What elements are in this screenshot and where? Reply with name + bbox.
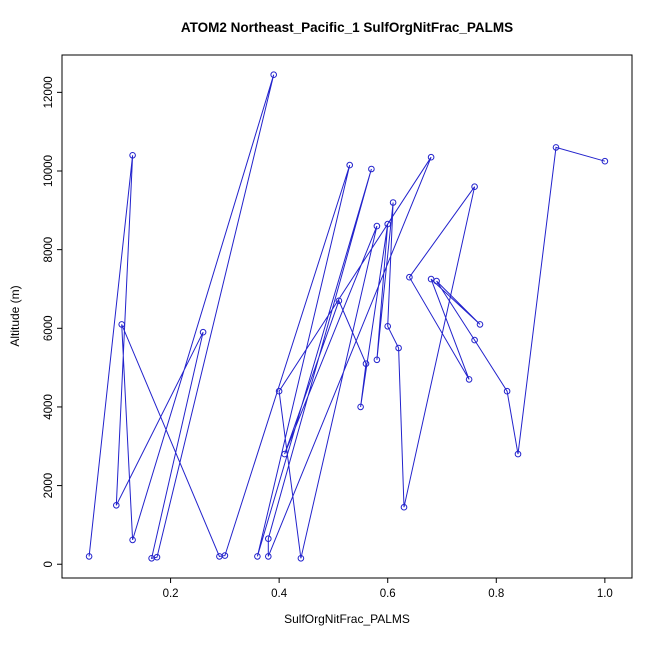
data-point-marker: [297, 555, 305, 562]
data-point-marker: [384, 220, 392, 228]
data-point-marker: [427, 275, 435, 283]
x-tick-label: 0.6: [380, 588, 396, 600]
data-point-marker: [265, 535, 272, 543]
data-point-marker: [335, 297, 343, 305]
data-point-marker: [514, 450, 522, 458]
data-point-marker: [552, 144, 560, 151]
data-point-marker: [395, 344, 402, 352]
x-axis-label: SulfOrgNitFrac_PALMS: [284, 612, 410, 626]
data-point-marker: [129, 152, 136, 159]
data-point-marker: [357, 403, 364, 411]
data-point-marker: [427, 153, 435, 161]
data-point-marker: [199, 328, 207, 336]
y-tick-label: 6000: [43, 316, 55, 342]
data-point-marker: [129, 536, 136, 544]
data-point-marker: [270, 71, 278, 78]
data-point-marker: [400, 503, 408, 511]
y-tick-label: 4000: [43, 394, 55, 420]
data-point-marker: [221, 552, 229, 559]
chart-title: ATOM2 Northeast_Pacific_1 SulfOrgNitFrac…: [180, 20, 514, 35]
data-point-marker: [118, 321, 125, 328]
y-tick-label: 12000: [43, 76, 55, 108]
y-tick-label: 2000: [43, 473, 55, 499]
data-point-marker: [254, 553, 261, 560]
data-point-marker: [433, 277, 440, 285]
data-line: [88, 74, 606, 559]
data-point-marker: [601, 157, 609, 165]
data-point-marker: [384, 323, 392, 330]
data-point-marker: [373, 356, 381, 364]
data-point-marker: [265, 553, 272, 560]
data-point-marker: [465, 376, 473, 383]
data-point-marker: [389, 199, 397, 206]
data-point-marker: [275, 387, 283, 395]
data-point-marker: [362, 360, 370, 368]
y-tick-label: 0: [43, 561, 55, 567]
data-point-marker: [503, 387, 511, 395]
data-point-marker: [153, 553, 161, 561]
x-tick-label: 0.8: [488, 588, 504, 600]
data-point-marker: [406, 273, 413, 281]
y-tick-label: 10000: [43, 155, 55, 187]
plot-box: [61, 54, 633, 579]
x-tick-label: 0.4: [271, 588, 288, 600]
data-point-marker: [471, 183, 478, 190]
data-point-marker: [373, 222, 381, 230]
data-point-marker: [85, 553, 93, 560]
y-tick-label: 8000: [43, 237, 55, 263]
data-point-marker: [113, 502, 120, 509]
data-point-marker: [281, 450, 288, 458]
x-tick-label: 1.0: [597, 588, 613, 600]
x-tick-label: 0.2: [163, 588, 179, 600]
data-point-marker: [368, 165, 375, 173]
data-point-marker: [346, 161, 354, 169]
data-point-marker: [476, 321, 484, 328]
data-point-marker: [471, 336, 478, 344]
